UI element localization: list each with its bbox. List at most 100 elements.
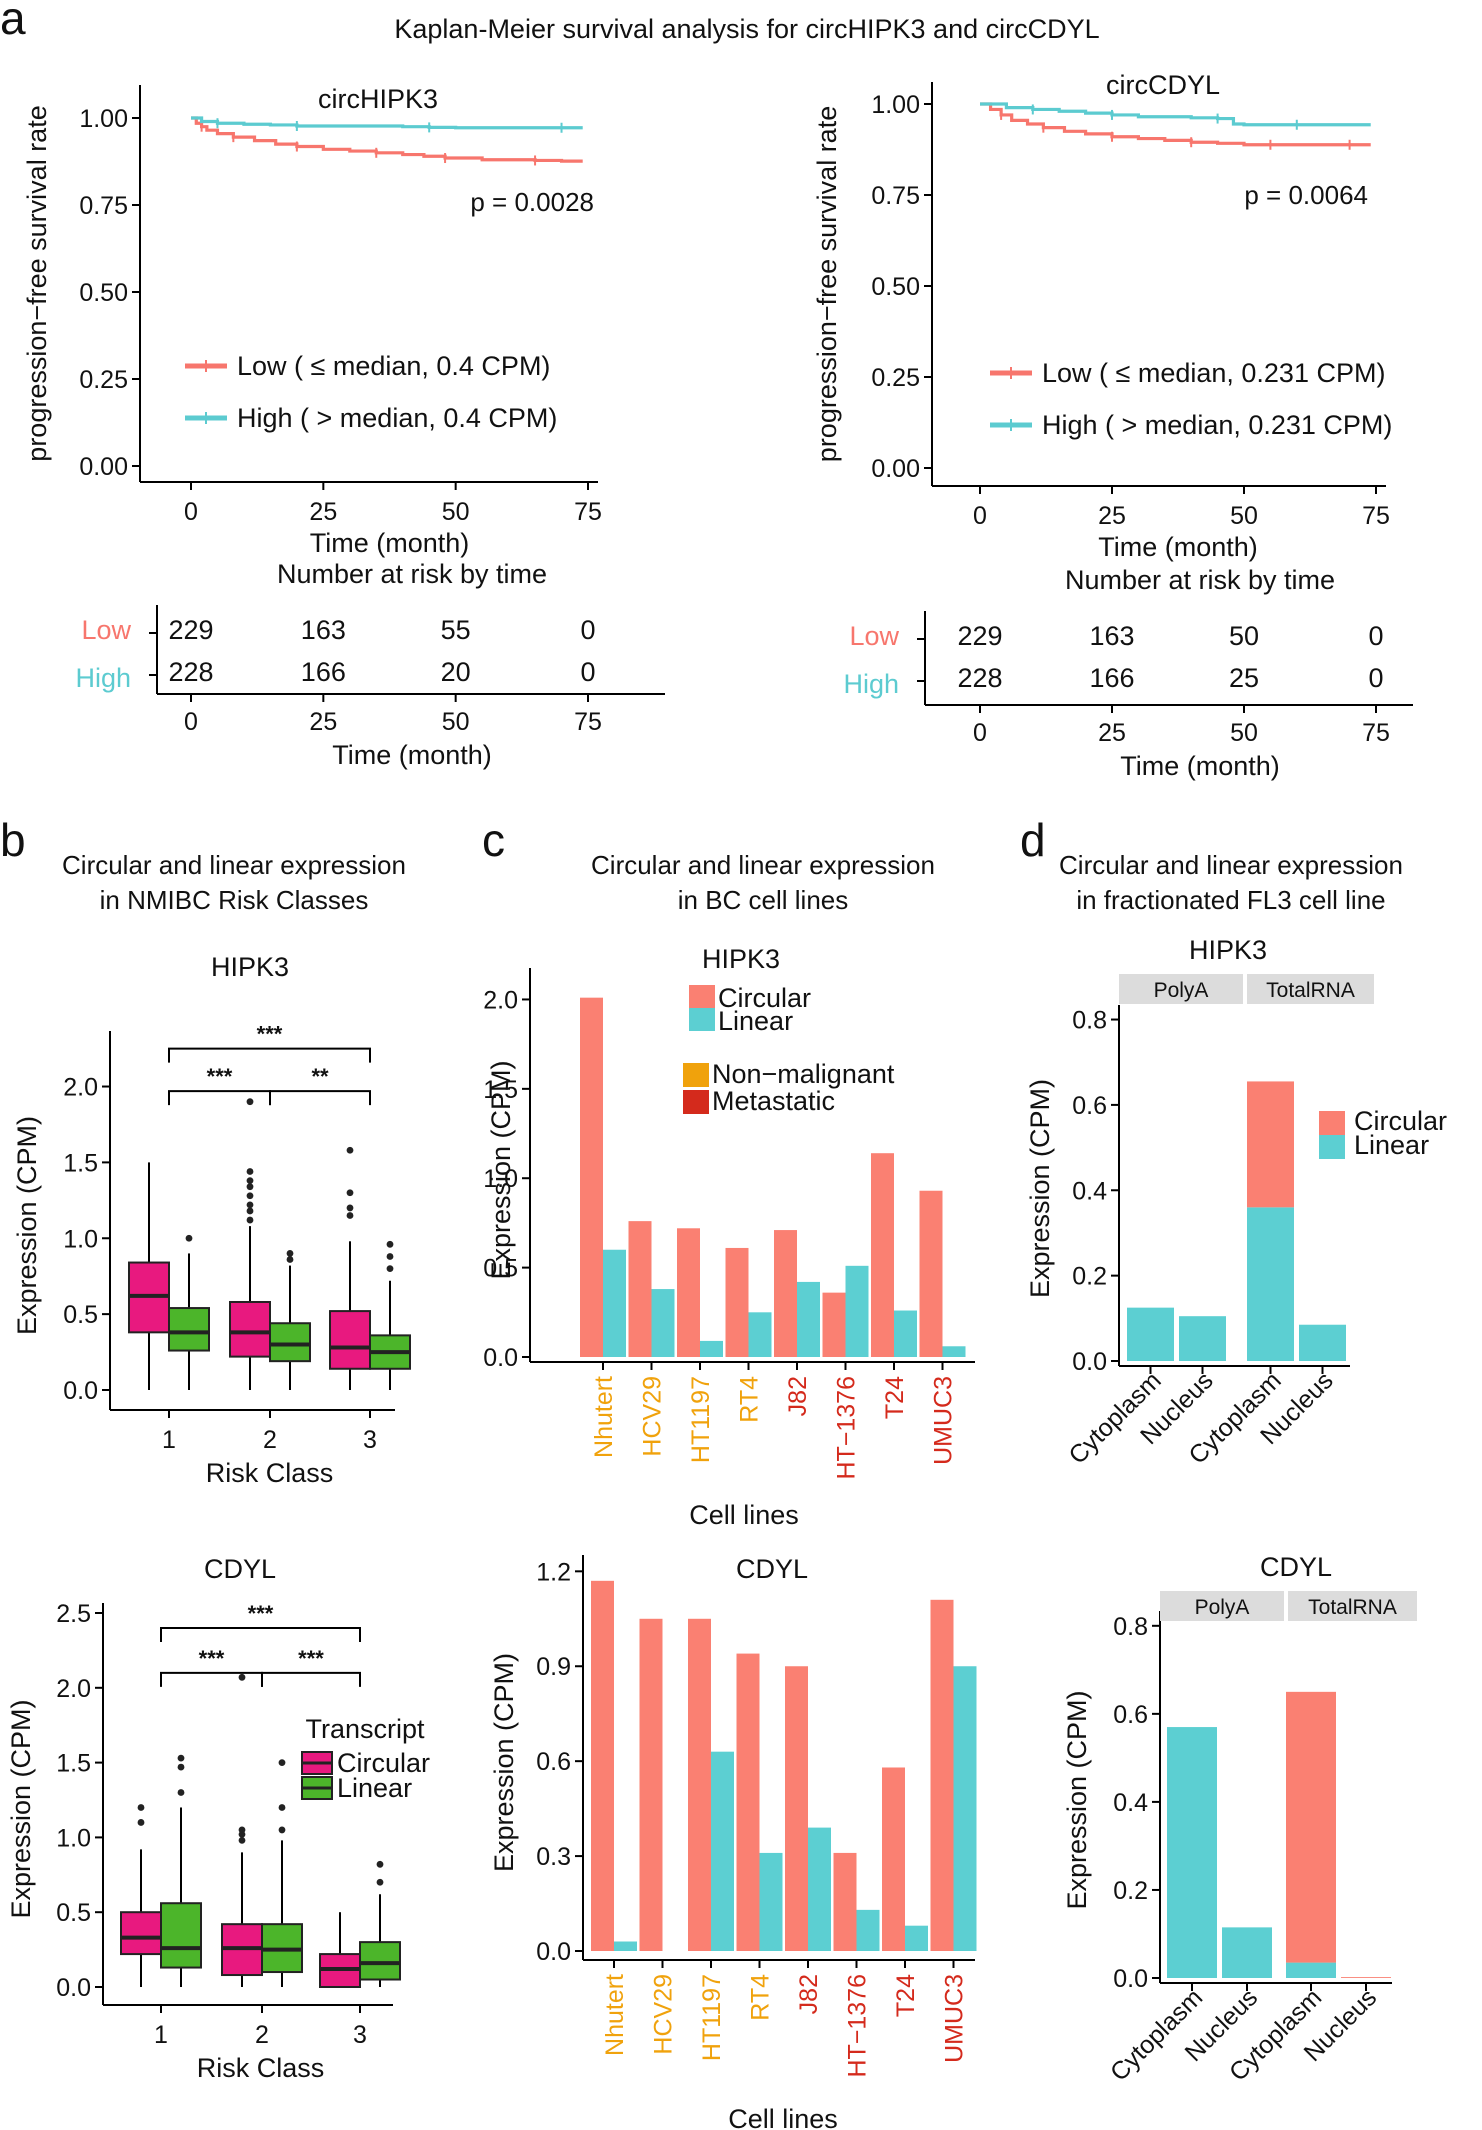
km2-risk-value: 25 [1229, 663, 1259, 693]
boxc-y-tick-label: 1.0 [56, 1824, 91, 1852]
boxc-outlier [238, 1836, 246, 1844]
barh-y-tick-label: 0.5 [483, 1255, 518, 1283]
barc-x-tick-label: HCV29 [650, 1974, 678, 2055]
fracc-facet-label-0: PolyA [1195, 1596, 1250, 1619]
km2-risk-x-tick-label: 50 [1230, 719, 1258, 747]
bars-section-title-line2: in BC cell lines [678, 885, 849, 915]
km2-risk-value: 0 [1368, 663, 1383, 693]
boxc-outlier [177, 1754, 185, 1762]
barc-bar-circular [930, 1599, 954, 1951]
km1-x-tick-label: 50 [442, 498, 470, 526]
km1-curve-high [191, 116, 583, 130]
barc-y-tick-label: 0.9 [536, 1653, 571, 1681]
barh-x-tick-label: UMUC3 [930, 1376, 958, 1465]
barh-bar-linear [651, 1289, 675, 1357]
barc-x-tick-label: HT−1376 [844, 1974, 872, 2078]
barh-x-tick-label: HT−1376 [833, 1376, 861, 1480]
boxc-sig-bracket [160, 1626, 361, 1642]
barc-bar-circular [785, 1666, 808, 1951]
boxh-box-circular [229, 1300, 271, 1358]
km1-x-tick-label: 75 [574, 498, 602, 526]
boxh-outlier [246, 1216, 254, 1224]
km1-curve-low [191, 116, 583, 163]
km2-y-label: progression−free survival rate [812, 106, 842, 462]
km1-risk-row-label-high: High [75, 663, 131, 693]
barc-bar-linear [953, 1666, 977, 1951]
boxc-outlier [177, 1763, 185, 1771]
barh-bar-linear [845, 1265, 869, 1357]
km1-y-tick-label: 0.25 [79, 366, 128, 394]
barh-bar-linear [700, 1340, 723, 1357]
frach-facet-label-0: PolyA [1154, 979, 1209, 1002]
fracc-y-tick-label: 0.0 [1113, 1965, 1148, 1993]
km1-risk-x-tick-label: 25 [309, 708, 337, 736]
boxc-outlier [137, 1819, 145, 1826]
barh-y-tick-label: 0.0 [483, 1344, 518, 1372]
boxh-y-tick-label: 1.5 [63, 1149, 98, 1177]
frach-facet-strip-0 [1119, 974, 1243, 1004]
km1-risk-value: 0 [580, 615, 595, 645]
km2-risk-row-label-high: High [843, 669, 899, 699]
km2-legend-label-1: High ( > median, 0.231 CPM) [1042, 410, 1392, 440]
km1-risk-value: 229 [168, 615, 213, 645]
km1-legend-label-1: High ( > median, 0.4 CPM) [237, 403, 557, 433]
barc-y-tick-label: 0.3 [536, 1843, 571, 1871]
km1-x-tick-label: 25 [309, 498, 337, 526]
barc-x-tick-label: HT1197 [698, 1974, 726, 2061]
km1-risk-value: 228 [168, 657, 213, 687]
km2-x-tick-label: 0 [973, 502, 987, 530]
km1-risk-x-tick-label: 50 [442, 708, 470, 736]
km1-risk-value: 166 [301, 657, 346, 687]
km2-risk-x-tick-label: 25 [1098, 719, 1126, 747]
barh-x-label: Cell lines [689, 1500, 799, 1530]
km2-risk-value: 0 [1368, 621, 1383, 651]
km1-risk-value: 55 [441, 615, 471, 645]
barc-bar-linear [614, 1941, 637, 1951]
barc-bar-linear [808, 1827, 831, 1951]
boxc-legend-label-1: Linear [337, 1773, 412, 1803]
barh-bar-linear [894, 1310, 917, 1357]
boxh-outlier [185, 1234, 193, 1242]
frach-y-tick-label: 0.6 [1072, 1092, 1107, 1120]
boxc-y-tick-label: 0.5 [56, 1899, 91, 1927]
km2-risk-value: 50 [1229, 621, 1259, 651]
boxh-y-tick-label: 0.5 [63, 1301, 98, 1329]
barh-y-tick-label: 1.0 [483, 1165, 518, 1193]
frach-y-tick-label: 0.4 [1072, 1177, 1107, 1205]
fracc-facet-label-1: TotalRNA [1308, 1596, 1397, 1619]
boxh-sig-label: *** [257, 1022, 283, 1047]
km1-risk-value: 20 [441, 657, 471, 687]
boxc-sig-label: *** [298, 1646, 324, 1671]
boxc-outlier [238, 1673, 246, 1681]
barh-group-legend-label-0: Non−malignant [712, 1059, 895, 1089]
barh-legend-label-0: Circular [718, 983, 811, 1013]
barc-bar-linear [856, 1909, 880, 1951]
boxh-outlier [286, 1256, 294, 1263]
km1-risk-title: Number at risk by time [277, 559, 547, 589]
barc-x-label: Cell lines [728, 2104, 838, 2130]
boxh-outlier [246, 1177, 254, 1184]
km1-risk-x-label: Time (month) [332, 740, 492, 770]
barc-x-tick-label: Nhutert [601, 1974, 629, 2056]
fracc-y-tick-label: 0.6 [1113, 1701, 1148, 1729]
boxh-sig-label: ** [311, 1064, 329, 1089]
boxh-y-tick-label: 1.0 [63, 1225, 98, 1253]
figure-title: Kaplan-Meier survival analysis for circH… [394, 14, 1099, 44]
km2-y-tick-label: 0.00 [871, 455, 920, 483]
barh-legend-key-0 [689, 985, 715, 1008]
boxh-outlier [246, 1207, 254, 1215]
boxh-title: HIPK3 [211, 952, 289, 982]
boxh-x-tick-label: 1 [162, 1426, 176, 1454]
boxc-outlier [278, 1826, 286, 1834]
barh-bar-linear [942, 1346, 966, 1357]
boxc-sig-label: *** [248, 1601, 274, 1626]
boxc-y-tick-label: 0.0 [56, 1974, 91, 2002]
frac-section-title-line2: in fractionated FL3 cell line [1076, 885, 1385, 915]
panel-label-b: b [0, 814, 26, 866]
boxc-outlier [278, 1759, 286, 1766]
boxc-outlier [238, 1826, 246, 1834]
boxh-sig-bracket [168, 1090, 271, 1106]
fracc-y-tick-label: 0.8 [1113, 1613, 1148, 1641]
barc-x-tick-label: J82 [795, 1974, 823, 2014]
